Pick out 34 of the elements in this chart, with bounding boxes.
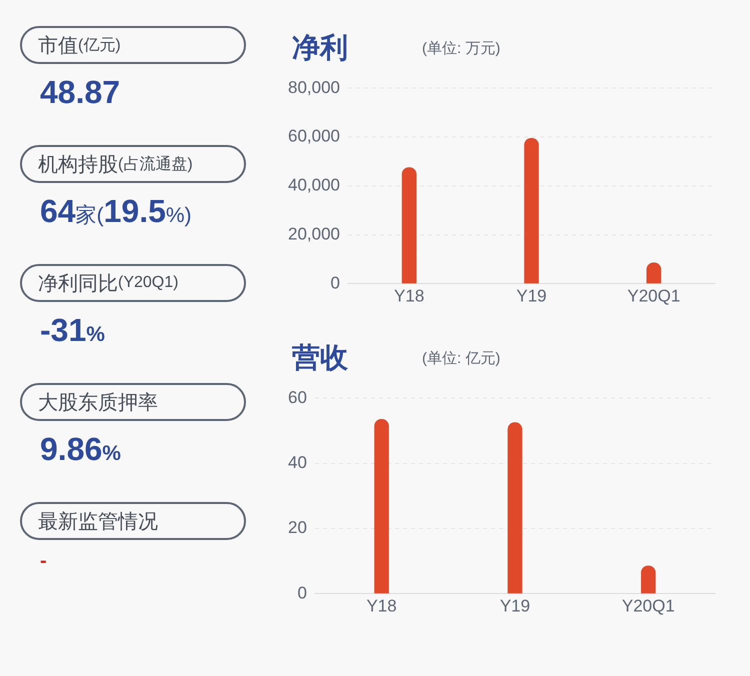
text: - — [40, 550, 47, 572]
text: 净利同比(Y20Q1) — [38, 272, 178, 296]
x-tick-label: Y19 — [500, 596, 530, 616]
text: -31% — [40, 312, 105, 348]
text: 最新监管情况 — [38, 510, 158, 534]
chart-title: 营收 — [292, 341, 348, 375]
y-tick-label: 0 — [330, 273, 340, 292]
bar — [508, 422, 522, 594]
text: 机构持股(占流通盘) — [38, 152, 193, 178]
text: 64家(19.5%) — [40, 193, 192, 229]
y-tick-label: 20,000 — [288, 224, 340, 244]
y-tick-label: 20 — [288, 518, 307, 538]
x-tick-label: Y20Q1 — [627, 286, 680, 306]
text: 9.86% — [40, 431, 121, 467]
chart-title: 净利 — [292, 31, 348, 65]
chart-subtitle: (单位: 万元) — [422, 38, 500, 58]
x-tick-label: Y18 — [366, 596, 397, 616]
x-tick-label: Y19 — [516, 286, 547, 306]
text: 市值(亿元) — [38, 34, 121, 58]
chart-subtitle: (单位: 亿元) — [422, 348, 500, 368]
y-tick-label: 0 — [297, 583, 307, 602]
bar — [640, 566, 656, 594]
bar — [402, 167, 416, 284]
text: 48.87 — [40, 74, 120, 110]
x-tick-label: Y20Q1 — [622, 596, 675, 616]
x-tick-label: Y18 — [394, 286, 424, 306]
y-tick-label: 40,000 — [288, 176, 340, 195]
y-tick-label: 60 — [288, 388, 307, 407]
y-tick-label: 60,000 — [288, 126, 340, 146]
bar — [374, 419, 389, 594]
y-tick-label: 80,000 — [288, 78, 340, 97]
bar — [524, 138, 539, 284]
text: 大股东质押率 — [38, 390, 158, 416]
y-tick-label: 40 — [288, 453, 307, 472]
